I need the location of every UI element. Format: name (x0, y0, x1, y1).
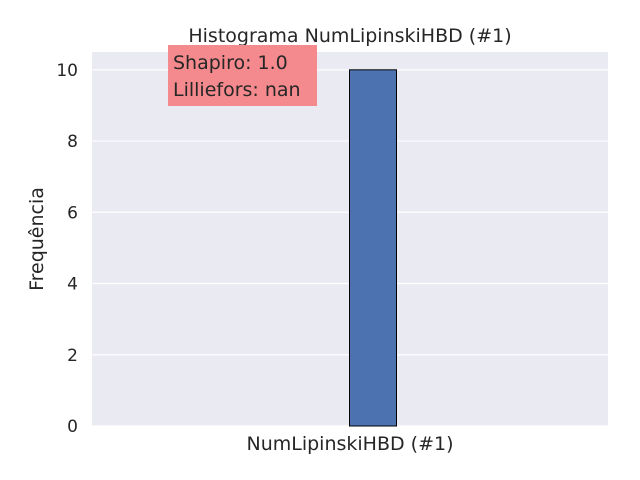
y-tick-label: 2 (67, 346, 78, 366)
bars (349, 69, 397, 427)
x-axis-label: NumLipinskiHBD (#1) (246, 433, 453, 455)
y-tick-labels: 0 2 4 6 8 10 (56, 61, 78, 437)
y-tick-label: 6 (67, 203, 78, 223)
annotation-box (168, 45, 317, 106)
y-tick-label: 8 (67, 132, 78, 152)
histogram-bar (349, 69, 397, 427)
stats-annotation: Shapiro: 1.0 Lilliefors: nan (168, 45, 317, 106)
chart-title: Histograma NumLipinskiHBD (#1) (188, 25, 511, 47)
annotation-lilliefors: Lilliefors: nan (173, 79, 301, 101)
y-tick-label: 10 (56, 61, 78, 81)
annotation-shapiro: Shapiro: 1.0 (173, 52, 288, 74)
y-tick-label: 4 (67, 275, 78, 295)
y-axis-label: Frequência (26, 187, 48, 291)
y-tick-label: 0 (67, 417, 78, 437)
